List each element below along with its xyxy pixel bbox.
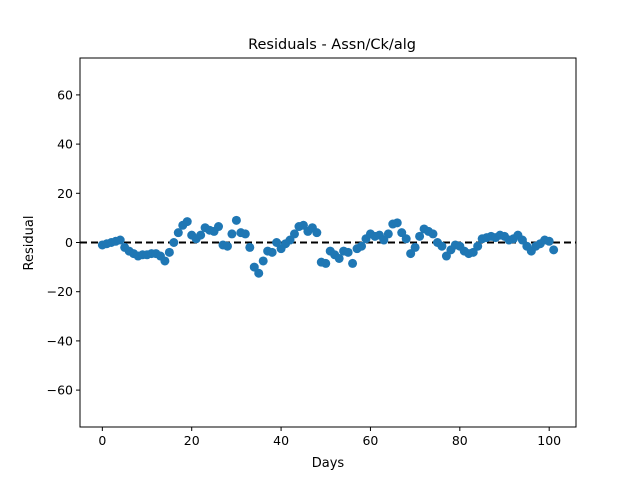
- x-tick-label: 0: [98, 433, 106, 448]
- data-point: [343, 247, 353, 257]
- x-tick-label: 100: [537, 433, 561, 448]
- data-point: [383, 229, 393, 239]
- y-tick-label: −20: [47, 284, 73, 299]
- data-point: [348, 258, 358, 268]
- data-point: [258, 256, 268, 266]
- y-tick-label: 0: [65, 235, 73, 250]
- x-tick-label: 60: [362, 433, 378, 448]
- data-point: [160, 256, 170, 266]
- data-point: [115, 235, 125, 245]
- data-point: [410, 242, 420, 252]
- x-tick-label: 80: [452, 433, 468, 448]
- data-point: [196, 230, 206, 240]
- data-point: [401, 234, 411, 244]
- data-point: [473, 241, 483, 251]
- y-axis-ticks: −60 −40 −20 0 20 40 60: [47, 87, 80, 398]
- data-point: [289, 229, 299, 239]
- y-tick-label: −40: [47, 333, 73, 348]
- data-point: [231, 215, 241, 225]
- x-axis-ticks: 0 20 40 60 80 100: [98, 427, 561, 448]
- y-tick-label: 20: [57, 186, 73, 201]
- data-point: [428, 229, 438, 239]
- data-point: [222, 241, 232, 251]
- data-point: [164, 247, 174, 257]
- data-point: [227, 229, 237, 239]
- data-point: [254, 268, 264, 278]
- data-point: [169, 238, 179, 247]
- data-point: [334, 253, 344, 263]
- data-point: [245, 242, 255, 252]
- data-point: [321, 258, 331, 268]
- x-tick-label: 40: [273, 433, 289, 448]
- data-point: [415, 231, 425, 241]
- y-axis-label: Residual: [22, 216, 37, 271]
- y-tick-label: 40: [57, 137, 73, 152]
- data-point: [173, 228, 183, 238]
- chart-title: Residuals - Assn/Ck/alg: [248, 37, 416, 53]
- data-point: [267, 247, 277, 257]
- y-tick-label: −60: [47, 383, 73, 398]
- data-point: [392, 218, 402, 228]
- data-points-layer: [97, 215, 559, 278]
- data-point: [357, 241, 367, 251]
- y-tick-label: 60: [57, 87, 73, 102]
- data-point: [312, 228, 322, 238]
- data-point: [214, 222, 224, 232]
- data-point: [549, 245, 559, 255]
- x-tick-label: 20: [184, 433, 200, 448]
- data-point: [544, 236, 554, 246]
- data-point: [182, 217, 192, 227]
- x-axis-label: Days: [312, 456, 345, 471]
- data-point: [240, 229, 250, 239]
- data-point: [437, 241, 447, 251]
